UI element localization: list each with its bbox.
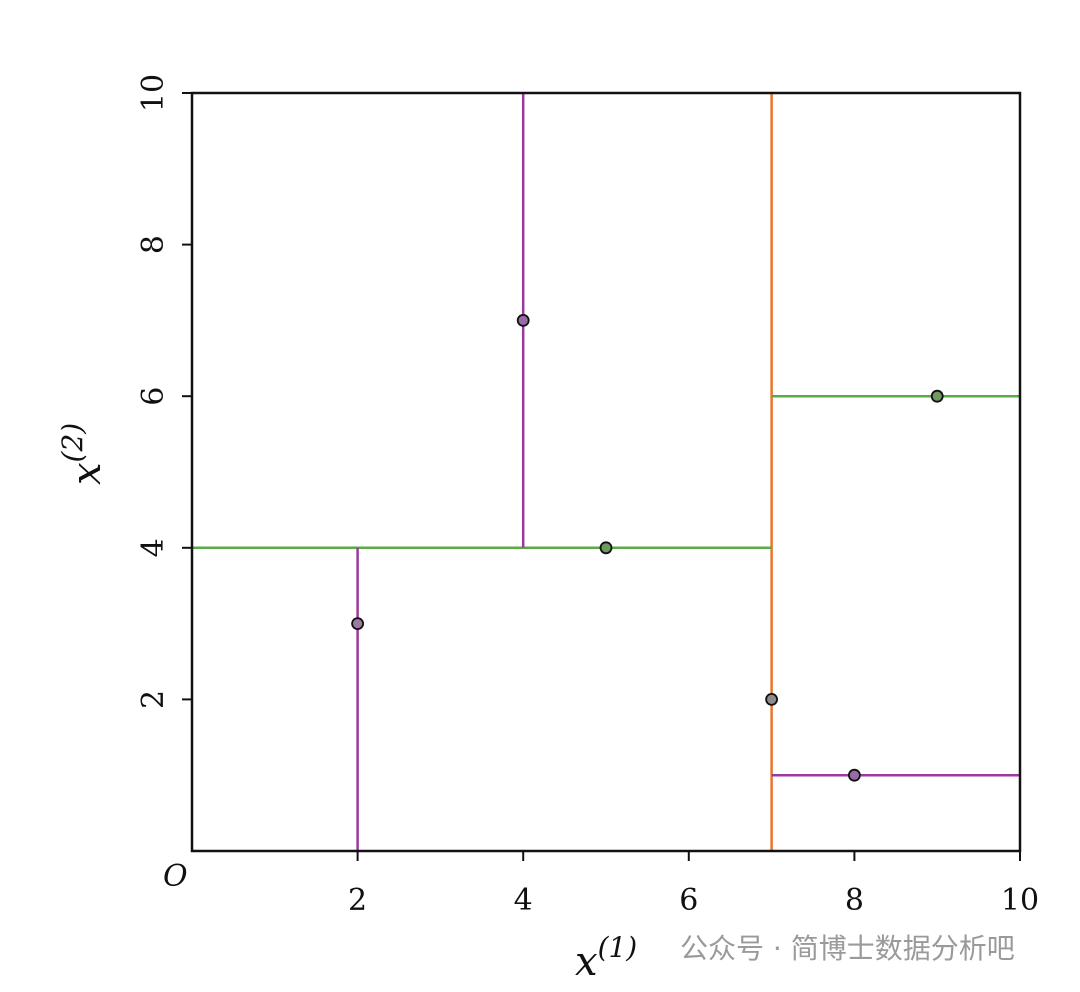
x-label-base: x: [575, 939, 598, 985]
y-tick-label: 6: [136, 387, 171, 406]
x-tick-label: 10: [1001, 883, 1039, 918]
y-tick-label: 2: [136, 690, 171, 709]
x-axis-label: x(1): [575, 931, 637, 985]
x-label-sup: (1): [598, 931, 638, 964]
x-tick-label: 2: [348, 883, 367, 918]
y-label-sup: (2): [56, 423, 89, 463]
y-tick-label: 8: [136, 235, 171, 254]
y-tick-label: 10: [136, 74, 171, 112]
x-tick-label: 8: [845, 883, 864, 918]
point: [599, 541, 613, 555]
origin-label: O: [163, 859, 188, 894]
x-tick-label: 6: [679, 883, 698, 918]
point: [848, 768, 861, 782]
y-axis-label: x(2): [56, 423, 110, 485]
x-tick-label: 4: [514, 883, 533, 918]
y-label-base: x: [64, 462, 110, 485]
point: [765, 693, 778, 706]
plot-frame: [190, 91, 1022, 853]
y-tick-label: 4: [136, 538, 171, 557]
point: [351, 617, 365, 630]
point: [930, 389, 944, 403]
point: [516, 313, 530, 327]
watermark: 公众号 · 简博士数据分析吧: [680, 932, 1015, 965]
